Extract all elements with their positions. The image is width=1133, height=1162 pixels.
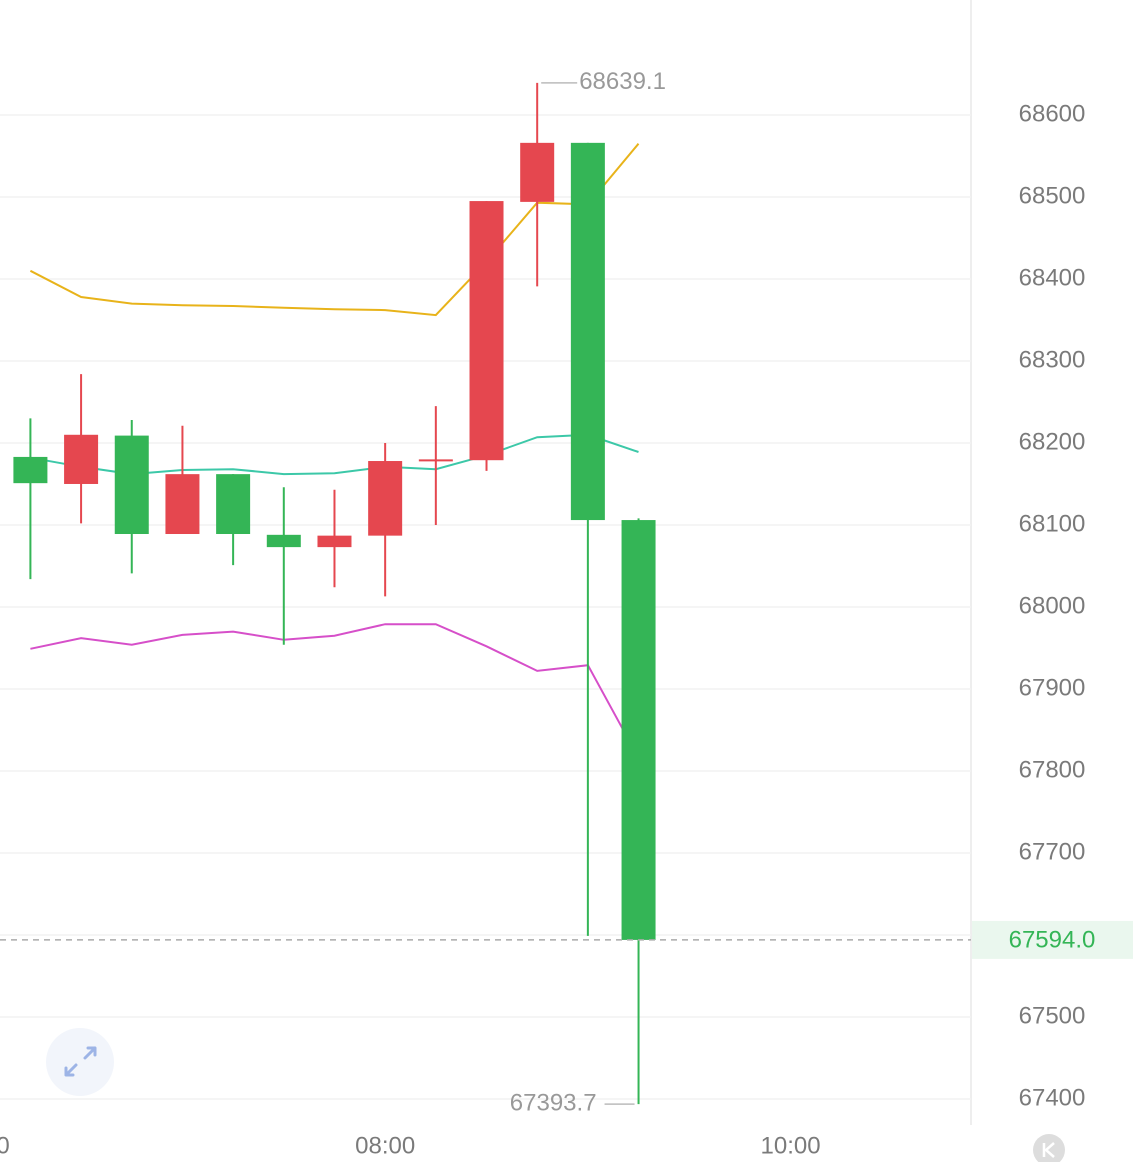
candle-body	[570, 142, 605, 521]
candle-body	[469, 201, 504, 461]
y-tick-label: 68300	[1019, 346, 1086, 373]
plot-area	[0, 82, 971, 1105]
candle-body	[317, 535, 352, 548]
k-button[interactable]	[1033, 1134, 1065, 1162]
x-tick-label: 06:00	[0, 1132, 10, 1159]
y-tick-label: 67700	[1019, 838, 1086, 865]
candle-body	[368, 461, 403, 536]
y-tick-label: 68000	[1019, 592, 1086, 619]
min-label: 67393.7	[510, 1090, 597, 1117]
last-price-label: 67594.0	[1009, 926, 1096, 953]
candle-body	[165, 474, 200, 535]
x-tick-label: 08:00	[355, 1132, 415, 1159]
y-tick-label: 68600	[1019, 100, 1086, 127]
y-tick-label: 67900	[1019, 674, 1086, 701]
expand-button-bg	[46, 1028, 114, 1096]
candle-body	[520, 142, 555, 202]
candle-body	[13, 456, 48, 484]
candle-body	[216, 474, 251, 535]
candle-body	[621, 520, 656, 940]
candle-body	[64, 434, 99, 484]
k-icon	[1042, 1142, 1055, 1158]
y-tick-label: 68100	[1019, 510, 1086, 537]
y-tick-label: 67400	[1019, 1084, 1086, 1111]
y-tick-label: 68500	[1019, 182, 1086, 209]
y-tick-label: 67800	[1019, 756, 1086, 783]
indicator-line	[30, 623, 640, 759]
candle-body	[266, 534, 301, 548]
last-price-bg	[972, 920, 1133, 959]
candle-body	[418, 459, 453, 462]
max-label: 68639.1	[579, 68, 666, 95]
y-tick-label: 68200	[1019, 428, 1086, 455]
expand-button[interactable]	[46, 1028, 114, 1096]
y-tick-label: 68400	[1019, 264, 1086, 291]
y-tick-label: 67500	[1019, 1002, 1086, 1029]
expand-icon	[64, 1046, 97, 1077]
candle-body	[114, 435, 149, 535]
x-tick-label: 10:00	[761, 1132, 821, 1159]
